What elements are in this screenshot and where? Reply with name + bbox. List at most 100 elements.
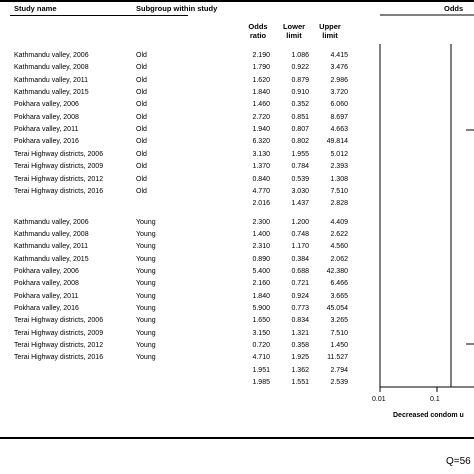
- cell-upper-limit: 6.466: [330, 280, 348, 288]
- cell-upper-limit: 3.720: [330, 89, 348, 97]
- cell-lower-limit: 1.551: [291, 379, 309, 387]
- cell-study-name: Pokhara valley, 2006: [14, 267, 79, 275]
- cell-subgroup: Young: [136, 305, 156, 312]
- cell-odds-ratio: 5.400: [252, 267, 270, 275]
- cell-subgroup: Old: [136, 150, 147, 158]
- cell-upper-limit: 4.663: [330, 126, 348, 134]
- cell-study-name: Pokhara valley, 2016: [14, 138, 79, 146]
- cell-study-name: Pokhara valley, 2008: [14, 113, 79, 121]
- cell-subgroup: Old: [136, 52, 147, 59]
- cell-lower-limit: 0.358: [291, 342, 309, 350]
- table-row: Terai Highway districts, 2009 Young 3.150 1…: [0, 327, 474, 340]
- cell-upper-limit: 3.476: [330, 64, 348, 72]
- cell-lower-limit: 1.955: [291, 150, 309, 158]
- cell-study-name: Terai Highway districts, 2009: [14, 329, 104, 337]
- cell-study-name: Kathmandu valley, 2015: [14, 89, 89, 97]
- cell-upper-limit: 42.380: [326, 267, 348, 275]
- table-row: Terai Highway districts, 2009 Old 1.370 0.7…: [0, 160, 474, 173]
- top-border: [0, 0, 474, 2]
- cell-upper-limit: 2.393: [330, 163, 348, 171]
- cell-study-name: Kathmandu valley, 2015: [14, 255, 89, 263]
- cell-odds-ratio: 1.790: [252, 64, 270, 72]
- cell-subgroup: Old: [136, 64, 147, 72]
- cell-odds-ratio: 2.016: [252, 200, 270, 208]
- cell-subgroup: Young: [136, 280, 156, 288]
- table-row: Kathmandu valley, 2006 Young 2.300 1.200 4.4…: [0, 216, 474, 229]
- cell-lower-limit: 0.807: [291, 126, 309, 134]
- cell-study-name: Kathmandu valley, 2011: [14, 76, 89, 84]
- table-row: Terai Highway districts, 2006 Old 3.130 1.9…: [0, 148, 474, 161]
- cell-lower-limit: 0.539: [291, 175, 309, 183]
- cell-study-name: Pokhara valley, 2016: [14, 305, 79, 312]
- cell-lower-limit: 0.802: [291, 138, 309, 146]
- cell-odds-ratio: 1.370: [252, 163, 270, 171]
- cell-lower-limit: 1.925: [291, 354, 309, 362]
- cell-odds-ratio: 4.710: [252, 354, 270, 362]
- table-row: Terai Highway districts, 2012 Old 0.840 0.5…: [0, 173, 474, 186]
- header-odds-partial: Odds: [444, 4, 464, 13]
- cell-upper-limit: 11.527: [327, 354, 348, 362]
- cell-subgroup: Young: [136, 329, 156, 337]
- cell-study-name: Terai Highway districts, 2016: [14, 187, 104, 195]
- cell-subgroup: Young: [136, 292, 156, 300]
- cell-lower-limit: 0.352: [291, 101, 309, 109]
- cell-lower-limit: 1.086: [291, 52, 309, 59]
- cell-subgroup: Old: [136, 187, 147, 195]
- axis-tick-label-0: 0.01: [372, 396, 386, 403]
- cell-study-name: Terai Highway districts, 2016: [14, 354, 104, 362]
- cell-subgroup: Young: [136, 354, 156, 362]
- header-lower-limit-text: Lower limit: [282, 22, 306, 40]
- cell-upper-limit: 4.409: [330, 218, 348, 226]
- cell-upper-limit: 2.794: [330, 366, 348, 374]
- cell-upper-limit: 7.510: [330, 329, 348, 337]
- cell-study-name: Kathmandu valley, 2006: [14, 52, 89, 59]
- cell-lower-limit: 1.200: [291, 218, 309, 226]
- cell-lower-limit: 0.910: [291, 89, 309, 97]
- cell-subgroup: Old: [136, 76, 147, 84]
- cell-odds-ratio: 2.160: [252, 280, 270, 288]
- bottom-border: [0, 437, 474, 439]
- cell-lower-limit: 3.030: [291, 187, 309, 195]
- cell-upper-limit: 49.814: [326, 138, 348, 146]
- cell-study-name: Terai Highway districts, 2012: [14, 175, 104, 183]
- cell-lower-limit: 0.748: [291, 230, 309, 238]
- table-row: Terai Highway districts, 2012 Young 0.720 0…: [0, 339, 474, 352]
- header-odds-ratio: Odds ratio: [244, 22, 272, 40]
- axis-note: Decreased condom u: [393, 412, 464, 419]
- cell-lower-limit: 1.437: [291, 200, 309, 208]
- cell-subgroup: Young: [136, 230, 156, 238]
- cell-odds-ratio: 1.840: [252, 292, 270, 300]
- cell-upper-limit: 1.308: [330, 175, 348, 183]
- cell-upper-limit: 2.062: [330, 255, 348, 263]
- table-row: Pokhara valley, 2011 Young 1.840 0.924 3.665: [0, 290, 474, 303]
- cell-lower-limit: 1.321: [291, 329, 309, 337]
- cell-odds-ratio: 1.951: [252, 366, 270, 374]
- cell-upper-limit: 2.828: [330, 200, 348, 208]
- cell-upper-limit: 3.665: [330, 292, 348, 300]
- cell-upper-limit: 4.560: [330, 243, 348, 251]
- cell-upper-limit: 8.697: [330, 113, 348, 121]
- cell-subgroup: Old: [136, 163, 147, 171]
- header-study-name: Study name: [14, 4, 57, 13]
- cell-subgroup: Young: [136, 267, 156, 275]
- cell-subgroup: Young: [136, 317, 156, 325]
- cell-odds-ratio: 1.840: [252, 89, 270, 97]
- header-odds-ratio-text: Odds ratio: [248, 22, 268, 40]
- cell-lower-limit: 0.773: [291, 305, 309, 312]
- q-statistic: Q=56: [446, 456, 471, 467]
- table-row: Pokhara valley, 2006 Old 1.460 0.352 6.060: [0, 98, 474, 111]
- cell-upper-limit: 2.539: [330, 379, 348, 387]
- cell-odds-ratio: 0.890: [252, 255, 270, 263]
- cell-odds-ratio: 2.300: [252, 218, 270, 226]
- table-row: Pokhara valley, 2006 Young 5.400 0.688 42.38…: [0, 265, 474, 278]
- cell-odds-ratio: 3.150: [252, 329, 270, 337]
- cell-subgroup: Young: [136, 243, 156, 251]
- cell-lower-limit: 0.851: [291, 113, 309, 121]
- cell-odds-ratio: 1.400: [252, 230, 270, 238]
- header-upper-limit: Upper limit: [316, 22, 344, 40]
- cell-odds-ratio: 2.310: [252, 243, 270, 251]
- cell-upper-limit: 5.012: [330, 150, 348, 158]
- table-row: Kathmandu valley, 2015 Old 1.840 0.910 3.720: [0, 86, 474, 99]
- cell-subgroup: Old: [136, 175, 147, 183]
